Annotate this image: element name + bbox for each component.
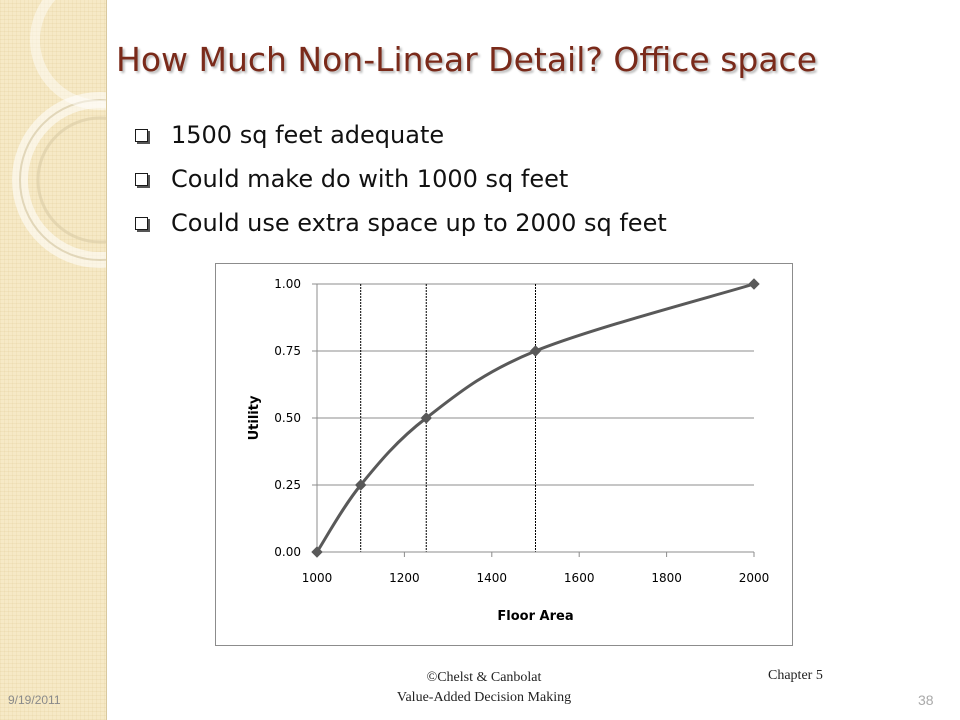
x-tick-label: 1000 [302, 571, 333, 585]
footer-chapter: Chapter 5 [768, 668, 823, 683]
chart-labels: 0.00 0.25 0.50 0.75 1.00 1000 1200 1400 1600 1800… [247, 277, 769, 624]
x-axis-title: Floor Area [497, 609, 573, 624]
footer-credit-line1: ©Chelst & Canbolat [426, 670, 542, 685]
bullet-text: Could make do with 1000 sq feet [171, 165, 569, 193]
chart-frame: 0.00 0.25 0.50 0.75 1.00 1000 1200 1400 1600 1800… [215, 263, 793, 646]
y-tick-label: 0.00 [274, 545, 301, 559]
bullet-text: 1500 sq feet adequate [171, 121, 445, 149]
slide-title: How Much Non-Linear Detail? Office space [116, 40, 818, 79]
x-tick-label: 1600 [564, 571, 595, 585]
decorative-rings [12, 0, 106, 268]
x-tick-label: 1200 [389, 571, 420, 585]
chart-series [311, 278, 760, 558]
chart-axes [312, 283, 755, 557]
bullet-item: Could use extra space up to 2000 sq feet [135, 208, 667, 252]
bullet-text: Could use extra space up to 2000 sq feet [171, 209, 667, 237]
series-line [315, 282, 756, 554]
bullet-list: 1500 sq feet adequate Could make do with… [135, 120, 667, 252]
x-tick-label: 2000 [739, 571, 770, 585]
data-point-marker [354, 479, 367, 491]
decorative-side-panel [0, 0, 107, 720]
y-tick-label: 0.25 [274, 478, 301, 492]
checkbox-bullet-icon [135, 173, 148, 186]
y-axis-title: Utility [247, 395, 262, 440]
utility-chart: 0.00 0.25 0.50 0.75 1.00 1000 1200 1400 1600 1800… [247, 277, 769, 624]
footer-date: 9/19/2011 [8, 693, 61, 707]
y-tick-label: 0.75 [274, 344, 301, 358]
data-point-marker [420, 412, 432, 424]
x-tick-label: 1800 [651, 571, 682, 585]
y-tick-label: 0.50 [274, 411, 301, 425]
data-point-marker [529, 345, 542, 357]
x-tick-label: 1400 [477, 571, 508, 585]
data-point-marker [311, 546, 323, 558]
page-number: 38 [918, 692, 934, 708]
checkbox-bullet-icon [135, 217, 148, 230]
checkbox-bullet-icon [135, 129, 148, 142]
data-point-marker [748, 278, 760, 290]
y-tick-label: 1.00 [274, 277, 301, 291]
bullet-item: 1500 sq feet adequate [135, 120, 667, 164]
footer-credit: ©Chelst & Canbolat Value-Added Decision … [384, 668, 584, 708]
bullet-item: Could make do with 1000 sq feet [135, 164, 667, 208]
footer-credit-line2: Value-Added Decision Making [396, 690, 572, 705]
